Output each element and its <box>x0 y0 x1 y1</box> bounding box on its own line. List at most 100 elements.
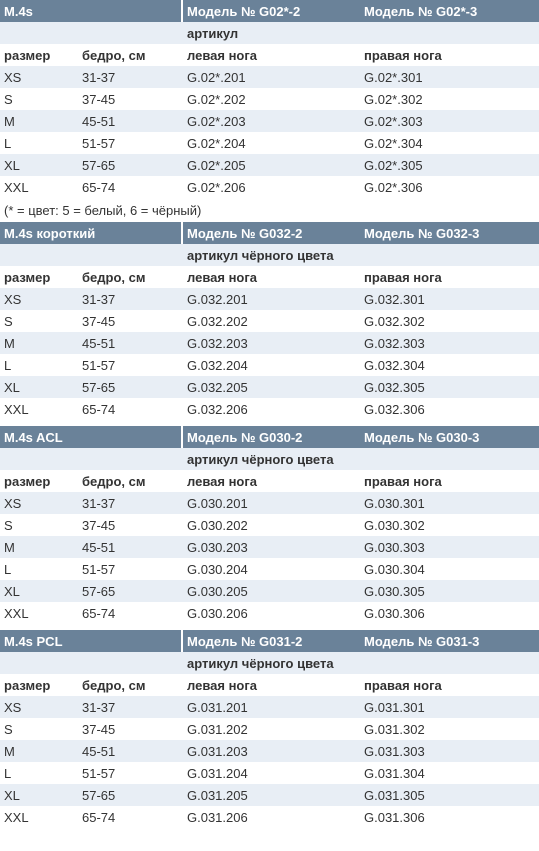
table-row: XL 57-65 G.032.205 G.032.305 <box>0 376 539 398</box>
table-row: S 37-45 G.032.202 G.032.302 <box>0 310 539 332</box>
col-right-header: правая нога <box>364 269 442 285</box>
model-left-label: Модель № G030-2 <box>187 429 303 445</box>
col-right-header: правая нога <box>364 677 442 693</box>
table-row: L 51-57 G.032.204 G.032.304 <box>0 354 539 376</box>
table-row: M 45-51 G.032.203 G.032.303 <box>0 332 539 354</box>
size-cell: S <box>4 313 13 329</box>
right-article-cell: G.030.302 <box>364 517 425 533</box>
size-cell: M <box>4 743 15 759</box>
table-row: XL 57-65 G.030.205 G.030.305 <box>0 580 539 602</box>
thigh-cell: 65-74 <box>82 605 116 621</box>
left-article-cell: G.031.206 <box>187 809 248 825</box>
size-cell: XS <box>4 69 22 85</box>
right-article-cell: G.030.303 <box>364 539 425 555</box>
size-cell: XL <box>4 379 20 395</box>
left-article-cell: G.030.202 <box>187 517 248 533</box>
thigh-cell: 31-37 <box>82 495 116 511</box>
thigh-cell: 65-74 <box>82 179 116 195</box>
table-row: M 45-51 G.031.203 G.031.303 <box>0 740 539 762</box>
left-article-cell: G.032.202 <box>187 313 248 329</box>
right-article-cell: G.030.305 <box>364 583 425 599</box>
table-row: XXL 65-74 G.032.206 G.032.306 <box>0 398 539 420</box>
left-article-cell: G.031.204 <box>187 765 248 781</box>
left-article-cell: G.031.205 <box>187 787 248 803</box>
thigh-cell: 31-37 <box>82 699 116 715</box>
table-row: L 51-57 G.030.204 G.030.304 <box>0 558 539 580</box>
thigh-cell: 37-45 <box>82 517 116 533</box>
thigh-cell: 65-74 <box>82 401 116 417</box>
table-header-row: M.4s PCL Модель № G031-2 Модель № G031-3 <box>0 630 539 652</box>
thigh-cell: 57-65 <box>82 157 116 173</box>
thigh-cell: 51-57 <box>82 561 116 577</box>
size-cell: L <box>4 561 12 577</box>
right-article-cell: G.02*.301 <box>364 69 423 85</box>
col-size-header: размер <box>4 473 51 489</box>
size-cell: XL <box>4 787 20 803</box>
right-article-cell: G.032.305 <box>364 379 425 395</box>
table-row: XXL 65-74 G.031.206 G.031.306 <box>0 806 539 828</box>
size-cell: XXL <box>4 605 29 621</box>
thigh-cell: 45-51 <box>82 743 116 759</box>
right-article-cell: G.032.301 <box>364 291 425 307</box>
column-header-row: размер бедро, см левая нога правая нога <box>0 674 539 696</box>
left-article-cell: G.02*.202 <box>187 91 246 107</box>
left-article-cell: G.02*.201 <box>187 69 246 85</box>
table-row: S 37-45 G.02*.202 G.02*.302 <box>0 88 539 110</box>
article-row: артикул <box>0 22 539 44</box>
table-row: XXL 65-74 G.030.206 G.030.306 <box>0 602 539 624</box>
left-article-cell: G.030.204 <box>187 561 248 577</box>
col-left-header: левая нога <box>187 269 258 285</box>
right-article-cell: G.032.304 <box>364 357 425 373</box>
article-label: артикул <box>187 25 239 41</box>
size-cell: XXL <box>4 179 29 195</box>
article-row: артикул чёрного цвета <box>0 244 539 266</box>
model-left-label: Модель № G031-2 <box>187 633 303 649</box>
model-right-label: Модель № G02*-3 <box>364 3 478 19</box>
col-left-header: левая нога <box>187 473 258 489</box>
thigh-cell: 57-65 <box>82 583 116 599</box>
model-left-label: Модель № G02*-2 <box>187 3 301 19</box>
size-table: M.4s ACL Модель № G030-2 Модель № G030-3 ар… <box>0 426 539 630</box>
table-row: XS 31-37 G.032.201 G.032.301 <box>0 288 539 310</box>
size-cell: S <box>4 91 13 107</box>
header-separator <box>181 0 183 22</box>
col-thigh-header: бедро, см <box>82 269 146 285</box>
right-article-cell: G.031.304 <box>364 765 425 781</box>
right-article-cell: G.02*.304 <box>364 135 423 151</box>
col-thigh-header: бедро, см <box>82 473 146 489</box>
article-row: артикул чёрного цвета <box>0 652 539 674</box>
right-article-cell: G.031.306 <box>364 809 425 825</box>
thigh-cell: 45-51 <box>82 539 116 555</box>
size-cell: M <box>4 113 15 129</box>
col-right-header: правая нога <box>364 47 442 63</box>
table-row: XS 31-37 G.030.201 G.030.301 <box>0 492 539 514</box>
model-right-label: Модель № G032-3 <box>364 225 480 241</box>
left-article-cell: G.031.202 <box>187 721 248 737</box>
left-article-cell: G.030.201 <box>187 495 248 511</box>
col-size-header: размер <box>4 269 51 285</box>
left-article-cell: G.031.201 <box>187 699 248 715</box>
col-size-header: размер <box>4 677 51 693</box>
thigh-cell: 65-74 <box>82 809 116 825</box>
table-header-row: M.4s ACL Модель № G030-2 Модель № G030-3 <box>0 426 539 448</box>
size-cell: XS <box>4 495 22 511</box>
left-article-cell: G.032.206 <box>187 401 248 417</box>
size-cell: S <box>4 517 13 533</box>
left-article-cell: G.02*.204 <box>187 135 246 151</box>
column-header-row: размер бедро, см левая нога правая нога <box>0 266 539 288</box>
left-article-cell: G.02*.203 <box>187 113 246 129</box>
table-row: XL 57-65 G.031.205 G.031.305 <box>0 784 539 806</box>
thigh-cell: 45-51 <box>82 113 116 129</box>
col-left-header: левая нога <box>187 47 258 63</box>
right-article-cell: G.02*.306 <box>364 179 423 195</box>
left-article-cell: G.030.203 <box>187 539 248 555</box>
table-title: M.4s ACL <box>4 429 63 445</box>
article-label: артикул чёрного цвета <box>187 655 334 671</box>
size-cell: L <box>4 765 12 781</box>
table-row: XXL 65-74 G.02*.206 G.02*.306 <box>0 176 539 198</box>
column-header-row: размер бедро, см левая нога правая нога <box>0 44 539 66</box>
thigh-cell: 37-45 <box>82 313 116 329</box>
size-cell: XS <box>4 291 22 307</box>
right-article-cell: G.030.304 <box>364 561 425 577</box>
